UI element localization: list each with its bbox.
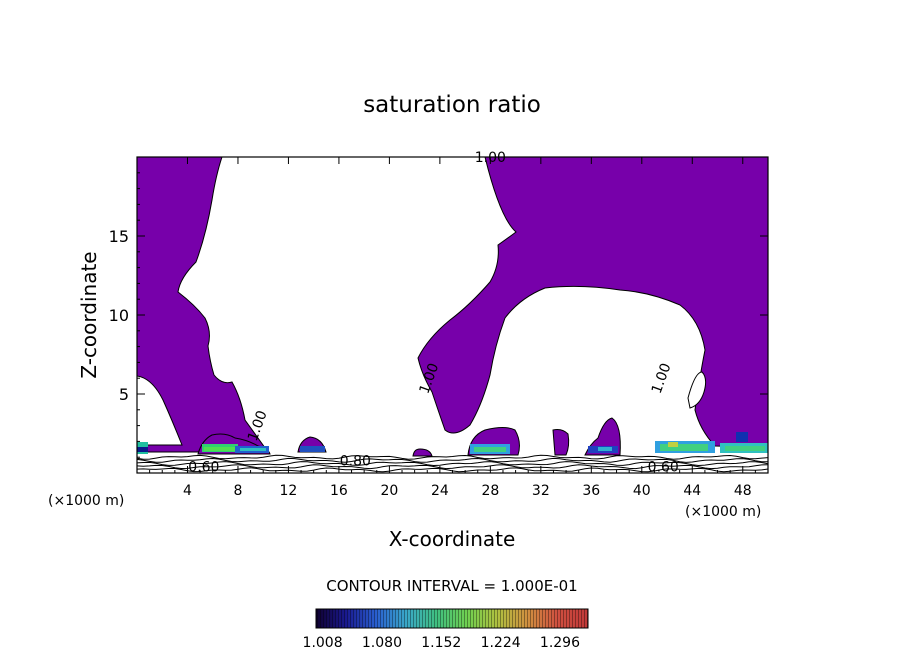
x-tick-label-6: 28 — [481, 483, 499, 499]
supersaturation-region — [137, 157, 768, 453]
colorbar-label-1: 1.080 — [362, 635, 402, 651]
x-tick-label-10: 44 — [683, 483, 701, 499]
isoline-1 — [137, 464, 768, 470]
contour-label-4: 0.80 — [340, 453, 371, 469]
contour-label-text-4: 0.80 — [340, 453, 371, 469]
isoline-3 — [137, 457, 768, 463]
contour-label-text-5: 0.60 — [188, 460, 219, 476]
y-tick-label-0: 5 — [119, 385, 129, 404]
x-unit-left: (×1000 m) — [48, 493, 124, 509]
colorbar-label-2: 1.152 — [421, 635, 461, 651]
colorbar-frame — [315, 608, 589, 629]
y-axis-label: Z-coordinate — [77, 251, 101, 378]
x-tick-label-11: 48 — [734, 483, 752, 499]
contour-label-5: 0.60 — [188, 460, 219, 476]
clear-hole — [687, 371, 707, 409]
y-tick-label-2: 15 — [109, 227, 129, 246]
low-blob-5 — [584, 417, 621, 456]
x-tick-label-1: 8 — [233, 483, 242, 499]
chart-title: saturation ratio — [363, 92, 541, 118]
contour-label-text-2: 1.00 — [649, 361, 675, 396]
x-tick-label-7: 32 — [532, 483, 550, 499]
x-tick-label-5: 24 — [431, 483, 449, 499]
isoline-4 — [137, 454, 768, 460]
low-blob-2 — [412, 448, 433, 457]
low-level-isolines — [137, 454, 768, 473]
contour-interval-text: CONTOUR INTERVAL = 1.000E-01 — [326, 577, 577, 595]
x-tick-label-4: 20 — [380, 483, 398, 499]
colorbar-label-0: 1.008 — [303, 635, 343, 651]
x-tick-label-9: 40 — [633, 483, 651, 499]
x-tick-label-3: 16 — [330, 483, 348, 499]
colorbar-stripes — [316, 609, 588, 628]
colorbar-label-4: 1.296 — [540, 635, 580, 651]
isoline-2 — [137, 461, 768, 467]
x-unit-right: (×1000 m) — [685, 504, 761, 520]
contour-label-6: 0.60 — [648, 460, 679, 476]
x-tick-label-0: 4 — [183, 483, 192, 499]
y-tick-label-1: 10 — [109, 306, 129, 325]
contour-label-3: 1.00 — [245, 409, 271, 444]
x-tick-label-8: 36 — [582, 483, 600, 499]
colorbar-label-3: 1.224 — [481, 635, 521, 651]
contour-label-2: 1.00 — [649, 361, 675, 396]
x-tick-label-2: 12 — [280, 483, 298, 499]
colored-cells — [137, 432, 768, 454]
low-blob-4 — [552, 429, 570, 456]
contour-label-text-6: 0.60 — [648, 460, 679, 476]
colorbar: 1.008 1.080 1.152 1.224 1.296 — [303, 608, 589, 651]
plot-area — [137, 157, 768, 473]
x-axis-label: X-coordinate — [389, 527, 516, 551]
contour-label-text-3: 1.00 — [245, 409, 271, 444]
